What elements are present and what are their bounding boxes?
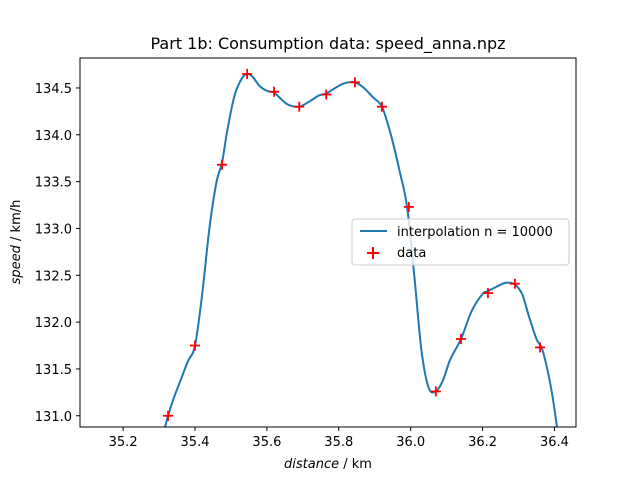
x-axis-unit: / km: [339, 457, 372, 472]
y-axis-unit: / km/h: [9, 200, 24, 245]
y-tick-label: 133.5: [35, 176, 72, 191]
y-tick-label: 131.5: [35, 363, 72, 378]
legend-box: [351, 218, 570, 266]
legend: interpolation n = 10000 data: [351, 218, 570, 266]
data-point: [376, 101, 387, 112]
x-tick-label: 36.2: [468, 435, 497, 450]
y-tick-label: 132.0: [35, 316, 72, 331]
x-tick-label: 35.4: [181, 435, 210, 450]
x-tick-label: 35.2: [109, 435, 138, 450]
x-axis-label: distance / km: [284, 457, 372, 472]
data-point: [294, 101, 305, 112]
y-tick-label: 132.5: [35, 269, 72, 284]
data-point: [163, 410, 174, 421]
y-axis-label-text: speed: [9, 244, 24, 284]
x-tick-label: 36.4: [540, 435, 569, 450]
data-point: [242, 68, 253, 79]
data-point: [349, 77, 360, 88]
data-point: [430, 386, 441, 397]
legend-label-data: data: [397, 246, 426, 261]
y-tick-label: 134.0: [35, 129, 72, 144]
data-point: [455, 333, 466, 344]
x-axis-label-text: distance: [284, 457, 339, 472]
x-tick-label: 36.0: [396, 435, 425, 450]
y-tick-label: 133.0: [35, 222, 72, 237]
data-point: [482, 288, 493, 299]
data-point: [403, 201, 414, 212]
chart-title: Part 1b: Consumption data: speed_anna.np…: [150, 34, 505, 54]
y-tick-label: 131.0: [35, 410, 72, 425]
x-tick-label: 35.8: [324, 435, 353, 450]
series-layer: [163, 68, 558, 427]
ticks-layer: 35.2 35.4 35.6 35.8 36.0 36.2 36.4 131.0 131.5 13…: [35, 82, 569, 450]
data-point: [269, 86, 280, 97]
legend-marker-swatch: [367, 247, 379, 259]
legend-label-interpolation: interpolation n = 10000: [397, 225, 553, 240]
plot-frame: [79, 57, 577, 428]
data-point: [321, 89, 332, 100]
y-tick-label: 134.5: [35, 82, 72, 97]
y-axis-label: speed / km/h: [9, 200, 24, 285]
data-point: [190, 340, 201, 351]
data-point: [216, 159, 227, 170]
data-point: [535, 342, 546, 353]
data-point: [509, 278, 520, 289]
x-tick-label: 35.6: [252, 435, 281, 450]
